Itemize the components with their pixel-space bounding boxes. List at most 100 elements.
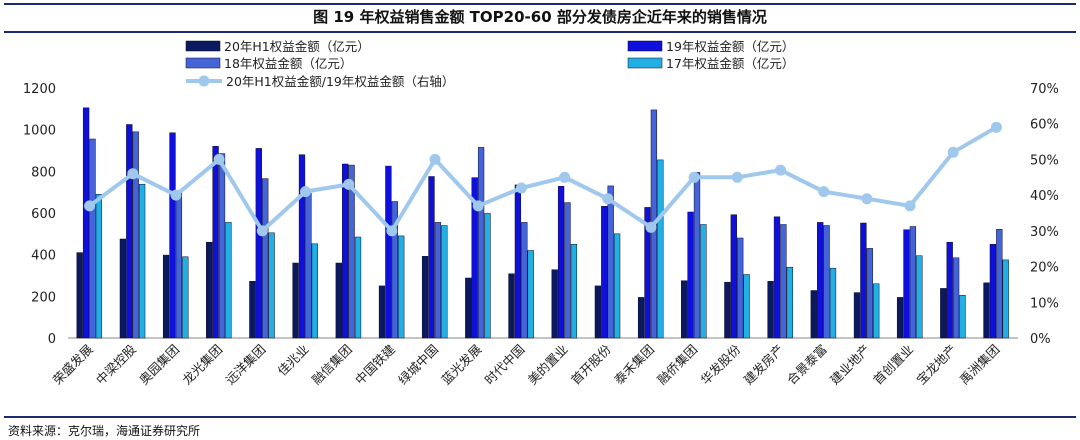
bar	[527, 250, 534, 339]
bar	[896, 297, 904, 339]
bar	[335, 262, 342, 339]
bar	[946, 241, 953, 339]
category-label: 龙光集团	[179, 342, 225, 388]
bar	[983, 282, 990, 339]
category-label: 泰禾集团	[611, 342, 657, 388]
ratio-point	[775, 164, 786, 176]
bar	[428, 176, 435, 339]
bar	[292, 262, 299, 339]
title-top-rule	[4, 3, 1076, 5]
bar	[607, 185, 614, 339]
legend-label: 18年权益金额（亿元）	[224, 56, 352, 71]
bar	[700, 224, 707, 339]
bar	[119, 238, 127, 339]
bar	[743, 274, 750, 339]
bar	[810, 290, 817, 339]
bar	[687, 211, 694, 339]
bar	[206, 241, 213, 339]
bar	[249, 281, 256, 339]
category-label: 佳兆业	[274, 342, 311, 379]
bar	[909, 226, 917, 339]
bar	[644, 207, 651, 339]
bar	[860, 222, 867, 339]
bar	[1002, 259, 1009, 339]
category-label: 合景泰富	[784, 342, 830, 388]
bar	[940, 288, 947, 339]
bar	[126, 124, 133, 339]
ratio-point	[861, 193, 873, 205]
bar	[162, 254, 170, 339]
left-axis-tick-label: 600	[31, 207, 56, 222]
ratio-point	[300, 186, 311, 198]
left-axis-tick-label: 1000	[23, 124, 56, 139]
ratio-point	[818, 186, 830, 198]
bar	[551, 269, 558, 339]
ratio-point	[990, 121, 1002, 133]
legend-label: 20年H1权益金额（亿元）	[224, 39, 370, 54]
category-label: 奥园集团	[136, 342, 182, 388]
category-label: 华发股份	[697, 341, 743, 387]
bar	[348, 164, 355, 339]
bar	[637, 297, 645, 339]
left-axis-tick-label: 800	[31, 165, 56, 180]
ratio-point	[904, 200, 916, 212]
ratio-point	[645, 221, 657, 233]
category-label: 中国铁建	[352, 341, 398, 387]
bar	[730, 214, 737, 339]
legend-label: 20年H1权益金额/19年权益金额（右轴）	[226, 74, 454, 89]
ratio-point	[472, 200, 484, 212]
bar	[996, 229, 1003, 339]
bar	[514, 184, 522, 339]
bar	[262, 178, 269, 339]
bar	[138, 184, 146, 339]
bar	[829, 267, 837, 339]
right-axis-tick-label: 20%	[1030, 261, 1059, 276]
bar	[212, 146, 219, 339]
bar	[570, 244, 578, 339]
bar	[268, 232, 275, 339]
bar	[182, 256, 189, 339]
bar	[391, 201, 398, 339]
ratio-point	[688, 171, 700, 183]
bar	[434, 222, 442, 339]
bar	[508, 273, 515, 339]
bar	[385, 165, 392, 339]
bar	[465, 277, 472, 339]
ratio-point	[170, 189, 182, 201]
bar	[441, 225, 448, 339]
bar	[298, 154, 306, 339]
bar	[613, 233, 621, 339]
right-axis-tick-label: 60%	[1030, 118, 1059, 133]
ratio-point	[84, 200, 96, 212]
left-axis-tick-label: 400	[31, 249, 56, 264]
bar	[594, 285, 602, 339]
bar	[767, 281, 774, 339]
ratio-point	[256, 225, 268, 237]
right-axis-tick-label: 0%	[1030, 332, 1051, 347]
left-axis-tick-label: 200	[31, 290, 56, 305]
category-label: 融信集团	[309, 342, 355, 388]
bar	[724, 281, 731, 339]
bar	[342, 163, 349, 339]
chart-title: 图 19 年权益销售金额 TOP20-60 部分发债房企近年来的销售情况	[313, 8, 767, 26]
legend-swatch	[185, 40, 221, 52]
title-bottom-rule	[4, 31, 1076, 33]
bar	[477, 147, 485, 339]
bar	[354, 236, 362, 339]
bar	[866, 248, 873, 339]
ratio-point	[602, 193, 614, 205]
bar	[786, 266, 793, 339]
bar	[89, 138, 96, 339]
left-axis-tick-label: 1200	[23, 82, 56, 97]
bar	[398, 235, 405, 339]
bar	[681, 280, 688, 339]
bar	[521, 222, 528, 339]
legend-swatch	[627, 57, 663, 69]
category-label: 中梁控股	[93, 341, 139, 387]
ratio-point	[515, 182, 527, 194]
bar	[225, 222, 232, 339]
bar	[873, 283, 880, 339]
right-axis-tick-label: 50%	[1030, 153, 1059, 168]
left-axis-tick-label: 0	[48, 332, 56, 347]
